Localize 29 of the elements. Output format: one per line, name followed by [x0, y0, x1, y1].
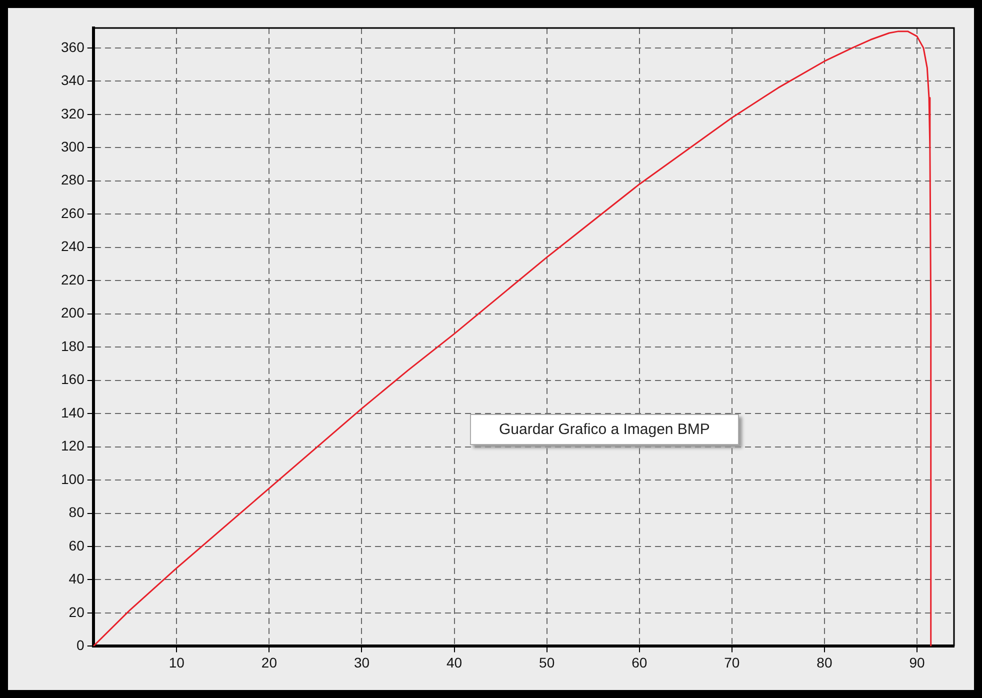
x-tick-label: 80: [816, 654, 832, 670]
y-tick-label: 180: [61, 338, 85, 354]
x-tick-label: 70: [724, 654, 740, 670]
y-tick-label: 320: [61, 105, 85, 122]
x-tick-label: 30: [354, 654, 370, 670]
context-menu: Guardar Grafico a Imagen BMP: [470, 414, 739, 445]
x-tick-label: 10: [168, 654, 185, 670]
y-tick-label: 100: [61, 470, 85, 487]
y-tick-label: 20: [68, 604, 85, 620]
y-tick-label: 120: [61, 438, 85, 454]
x-tick-label: 50: [539, 654, 555, 670]
y-tick-label: 60: [68, 537, 85, 554]
y-tick-label: 160: [61, 371, 85, 388]
y-tick-label: 300: [61, 138, 85, 155]
y-tick-label: 360: [61, 38, 85, 55]
y-tick-label: 200: [61, 304, 85, 321]
y-tick-label: 220: [61, 271, 85, 288]
x-tick-label: 60: [632, 654, 648, 670]
x-tick-label: 20: [261, 654, 278, 670]
y-tick-label: 280: [61, 172, 85, 188]
x-tick-label: 40: [446, 654, 462, 670]
y-tick-label: 260: [61, 204, 85, 221]
y-tick-label: 0: [76, 637, 85, 654]
x-tick-label: 90: [909, 654, 925, 670]
y-tick-label: 340: [61, 72, 85, 88]
y-tick-label: 140: [61, 404, 85, 420]
y-tick-label: 40: [68, 570, 85, 587]
y-tick-label: 240: [61, 238, 85, 254]
y-tick-label: 80: [68, 504, 85, 520]
